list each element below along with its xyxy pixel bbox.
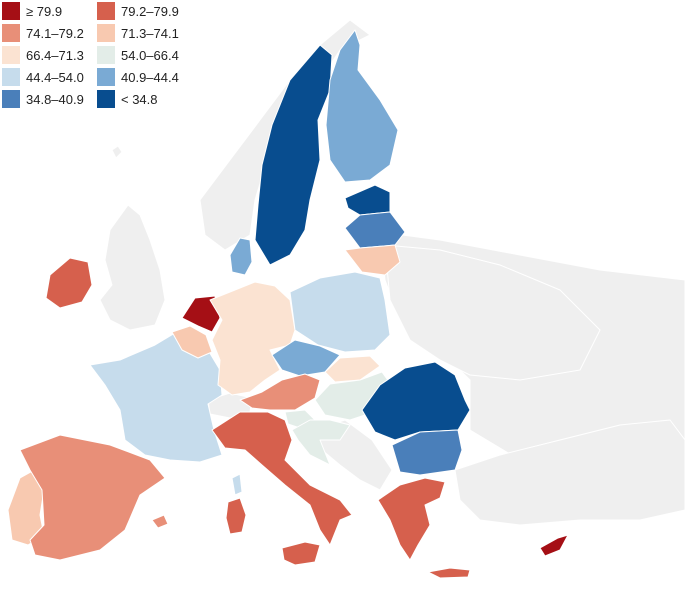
bulgaria (391, 429, 463, 476)
balearic-islands (151, 514, 169, 529)
legend-swatch (2, 46, 20, 64)
legend-swatch (2, 2, 20, 20)
austria (239, 373, 321, 411)
legend-swatch (97, 24, 115, 42)
romania (361, 361, 471, 441)
legend-item: 44.4–54.0 (2, 68, 97, 86)
legend-item: 71.3–74.1 (97, 24, 192, 42)
legend-item: ≥ 79.9 (2, 2, 97, 20)
legend-swatch (97, 68, 115, 86)
sardinia (225, 497, 247, 535)
legend-label: 79.2–79.9 (121, 3, 179, 19)
belgium (171, 325, 213, 359)
legend-item: 74.1–79.2 (2, 24, 97, 42)
croatia (291, 419, 351, 466)
crete (427, 567, 471, 579)
slovakia (324, 355, 381, 383)
turkey (454, 419, 685, 526)
corsica (231, 473, 243, 496)
lithuania (344, 244, 401, 276)
poland (289, 271, 391, 353)
legend-label: ≥ 79.9 (26, 3, 63, 19)
legend-label: 66.4–71.3 (26, 47, 84, 63)
sweden (254, 44, 333, 266)
legend-swatch (2, 68, 20, 86)
cyprus (539, 534, 569, 557)
denmark (229, 237, 253, 276)
legend-swatch (97, 90, 115, 108)
czechia (271, 339, 341, 377)
italy (211, 411, 353, 546)
legend-swatch (2, 24, 20, 42)
estonia (344, 184, 391, 216)
legend-swatch (97, 46, 115, 64)
sicily (281, 541, 321, 566)
legend-item: 79.2–79.9 (97, 2, 192, 20)
germany (209, 281, 296, 396)
ukraine-belarus (384, 244, 601, 381)
spain (19, 434, 166, 561)
greece (377, 477, 446, 561)
finland (325, 29, 399, 183)
legend-label: 40.9–44.4 (121, 69, 179, 85)
latvia (344, 211, 406, 249)
map-legend: ≥ 79.9 79.2–79.9 74.1–79.2 71.3–74.1 66.4–71… (2, 2, 192, 108)
legend-item: 40.9–44.4 (97, 68, 192, 86)
legend-item: 66.4–71.3 (2, 46, 97, 64)
legend-swatch (97, 2, 115, 20)
legend-item: 34.8–40.9 (2, 90, 97, 108)
legend-item: 54.0–66.4 (97, 46, 192, 64)
ireland (45, 257, 93, 309)
legend-label: 34.8–40.9 (26, 91, 84, 107)
legend-label: 74.1–79.2 (26, 25, 84, 41)
iceland-fragment (111, 145, 123, 159)
legend-label: 71.3–74.1 (121, 25, 179, 41)
portugal (7, 467, 45, 546)
legend-label: 44.4–54.0 (26, 69, 84, 85)
netherlands (181, 295, 221, 333)
legend-label: 54.0–66.4 (121, 47, 179, 63)
legend-item: < 34.8 (97, 90, 192, 108)
legend-swatch (2, 90, 20, 108)
legend-label: < 34.8 (121, 91, 158, 107)
united-kingdom (99, 204, 166, 331)
